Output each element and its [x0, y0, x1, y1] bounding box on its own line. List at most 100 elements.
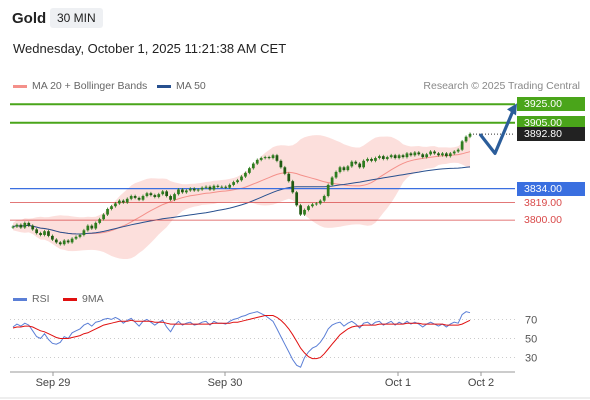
level-label-3905-00: 3905.00: [517, 115, 585, 130]
candle: [125, 198, 129, 203]
chart-header: Gold 30 MIN: [0, 0, 590, 36]
candle: [441, 153, 444, 156]
candle: [200, 187, 204, 190]
candle: [448, 153, 452, 157]
x-tick-label: Sep 30: [208, 377, 243, 389]
x-tick-label: Oct 2: [468, 377, 494, 389]
legend-rsi: RSI: [13, 293, 50, 305]
level-label-3819-00: 3819.00: [524, 196, 562, 209]
candle: [263, 157, 267, 159]
candle: [318, 200, 322, 204]
candle: [295, 192, 299, 206]
candle: [11, 226, 15, 228]
candle: [393, 155, 397, 159]
candle: [118, 200, 121, 204]
candle: [224, 186, 228, 188]
candle: [94, 222, 98, 229]
candle: [121, 200, 125, 203]
candle: [342, 167, 346, 171]
candle: [464, 136, 468, 142]
candle: [188, 188, 192, 191]
candle: [401, 155, 405, 158]
candle: [236, 180, 239, 183]
candle: [90, 225, 94, 229]
candle: [437, 153, 440, 156]
candle: [137, 197, 141, 200]
candle: [15, 224, 19, 227]
candle: [78, 234, 82, 237]
candle: [145, 193, 149, 197]
candle: [181, 189, 184, 193]
candle: [62, 240, 66, 245]
candle: [405, 153, 409, 158]
candle: [157, 194, 161, 197]
candle: [452, 151, 456, 154]
candle: [27, 222, 31, 226]
forecast-arrow-head: [507, 103, 517, 116]
candle: [271, 155, 275, 159]
rsi-tick-label: 30: [525, 353, 537, 365]
candle: [322, 196, 326, 201]
level-label-3834-00: 3834.00: [517, 181, 585, 196]
legend-ma20-bollinger: MA 20 + Bollinger Bands: [13, 80, 147, 92]
candle: [311, 204, 314, 207]
candle: [421, 154, 425, 158]
x-tick-label: Sep 29: [36, 377, 71, 389]
candle: [460, 141, 464, 150]
candle: [228, 184, 232, 188]
candle: [220, 186, 224, 188]
candle: [346, 166, 350, 171]
candle: [82, 230, 86, 235]
candle: [23, 222, 27, 228]
candle: [468, 133, 472, 137]
candle: [106, 209, 109, 215]
candle: [362, 160, 365, 168]
candle: [173, 194, 176, 200]
candle: [31, 225, 35, 230]
candle: [370, 158, 373, 161]
legend-ma50: MA 50: [157, 80, 206, 92]
candle: [307, 206, 310, 210]
candle: [98, 219, 102, 223]
candle: [244, 172, 247, 177]
candle: [287, 173, 291, 182]
x-tick-label: Oct 1: [385, 377, 411, 389]
candle: [58, 242, 62, 245]
candle: [417, 152, 421, 155]
candle: [74, 236, 78, 239]
candle: [196, 189, 200, 191]
candle: [43, 231, 46, 235]
legend-swatch: [13, 84, 27, 88]
candle: [350, 161, 354, 167]
candle: [330, 177, 334, 185]
legend-swatch: [157, 84, 171, 88]
candle: [149, 193, 153, 196]
candle: [212, 185, 216, 190]
rsi-tick-label: 50: [525, 334, 537, 346]
timeframe-badge[interactable]: 30 MIN: [50, 8, 103, 28]
candle: [70, 238, 74, 243]
candle: [39, 233, 42, 235]
candle: [204, 186, 208, 188]
candle: [153, 195, 157, 197]
candle: [429, 151, 432, 155]
candle: [374, 158, 377, 161]
candle: [358, 163, 362, 168]
candle: [381, 156, 385, 159]
candle: [267, 157, 271, 159]
candle: [240, 176, 243, 181]
rsi-tick-label: 70: [525, 314, 537, 326]
rsi-line: [12, 311, 471, 368]
candle: [165, 191, 169, 197]
candle: [303, 209, 306, 215]
candle: [51, 235, 54, 240]
candle: [283, 167, 287, 174]
candle: [216, 185, 220, 187]
candle: [86, 225, 90, 231]
candle: [397, 155, 401, 159]
level-label-3892-80: 3892.80: [517, 127, 585, 142]
candle: [251, 163, 255, 169]
ma50-line: [12, 166, 471, 235]
candle: [192, 188, 196, 191]
candle: [19, 224, 23, 228]
